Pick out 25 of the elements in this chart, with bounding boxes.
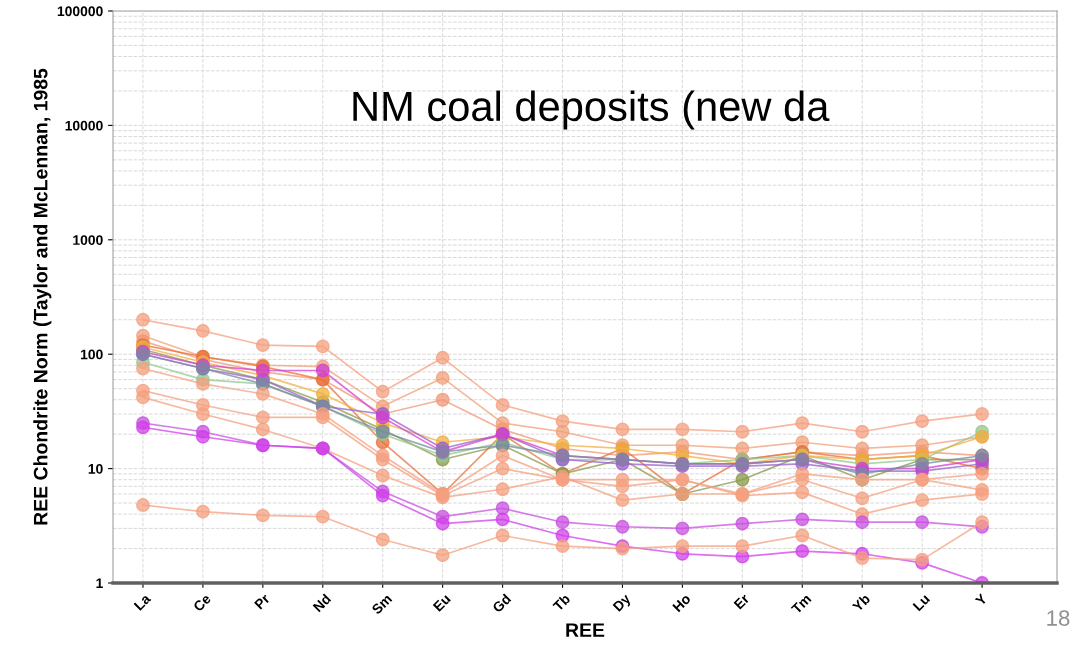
- text: 18: [1047, 610, 1070, 626]
- x-tick-label: Sm: [371, 593, 393, 615]
- y-axis-title: REE Chondrite Norm (Taylor and McLennan, 1985: [33, 68, 52, 525]
- y-tick-label: 10000: [65, 120, 103, 131]
- text: NM coal deposits (new da: [353, 90, 830, 130]
- x-tick-label: Ce: [192, 593, 212, 613]
- x-tick-label: Y: [974, 593, 988, 607]
- x-tick-label: Ho: [672, 593, 692, 613]
- x-tick-label: Nd: [312, 593, 332, 613]
- x-tick-label: Tb: [552, 593, 571, 612]
- y-tick-label: 1: [96, 578, 103, 589]
- x-tick-label: Eu: [432, 593, 451, 612]
- x-tick-label: Er: [733, 593, 750, 610]
- x-tick-label: Lu: [912, 593, 931, 612]
- x-axis-title: REE: [566, 623, 605, 637]
- x-tick-label: La: [133, 593, 152, 611]
- y-tick-label: 100: [80, 349, 103, 360]
- y-tick-label: 100000: [57, 6, 103, 17]
- x-tick-label: Gd: [491, 593, 512, 614]
- x-tick-label: Dy: [612, 593, 634, 614]
- x-tick-label: Pr: [254, 593, 271, 610]
- x-tick-label: Yb: [851, 593, 871, 613]
- y-tick-label: 1000: [73, 235, 103, 245]
- y-tick-label: 10: [88, 463, 103, 474]
- x-tick-label: Tm: [790, 593, 812, 615]
